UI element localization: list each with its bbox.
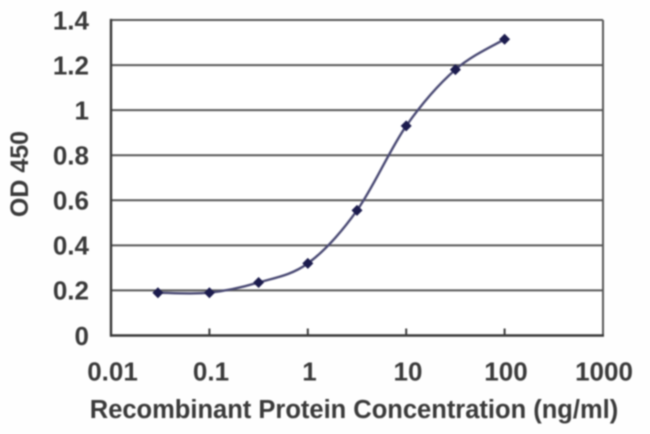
svg-text:100: 100 xyxy=(484,357,527,387)
svg-text:1: 1 xyxy=(75,95,89,125)
svg-text:OD 450: OD 450 xyxy=(6,131,34,217)
svg-text:0.01: 0.01 xyxy=(87,357,138,387)
svg-text:0.8: 0.8 xyxy=(53,141,89,171)
svg-text:1.4: 1.4 xyxy=(53,5,90,35)
svg-text:1: 1 xyxy=(302,357,316,387)
svg-text:0.4: 0.4 xyxy=(53,231,90,261)
svg-text:10: 10 xyxy=(394,357,423,387)
svg-text:0.1: 0.1 xyxy=(193,357,229,387)
svg-text:1000: 1000 xyxy=(575,357,633,387)
svg-text:0: 0 xyxy=(75,321,89,351)
svg-text:1.2: 1.2 xyxy=(53,50,89,80)
svg-text:Recombinant Protein Concentrat: Recombinant Protein Concentration (ng/ml… xyxy=(90,396,618,424)
svg-text:0.6: 0.6 xyxy=(53,186,89,216)
svg-text:0.2: 0.2 xyxy=(53,276,89,306)
